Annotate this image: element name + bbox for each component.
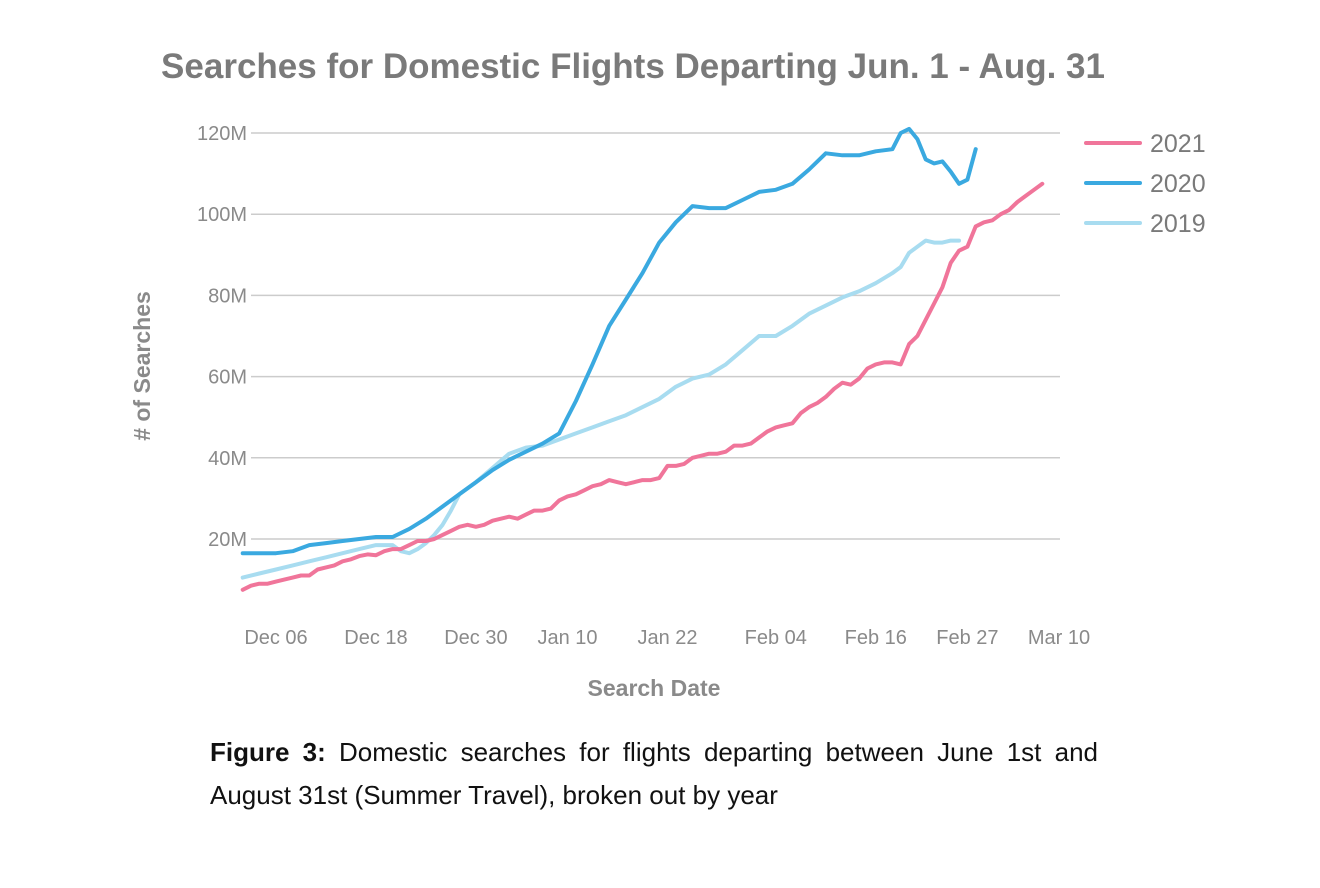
legend-label-2020: 2020 bbox=[1150, 170, 1206, 198]
x-axis-title: Search Date bbox=[588, 675, 721, 701]
caption-label: Figure 3: bbox=[210, 737, 326, 767]
y-axis-ticks: 20M 40M 60M 80M 100M 120M bbox=[197, 123, 247, 551]
y-tick-label: 60M bbox=[208, 367, 247, 389]
y-axis-title: # of Searches bbox=[129, 291, 155, 441]
y-tick-label: 100M bbox=[197, 204, 247, 226]
x-tick-label: Feb 16 bbox=[845, 627, 907, 649]
series-lines bbox=[240, 126, 1045, 592]
x-tick-label: Feb 27 bbox=[936, 627, 998, 649]
chart-title: Searches for Domestic Flights Departing … bbox=[161, 47, 1105, 86]
x-tick-label: Dec 06 bbox=[244, 627, 307, 649]
series-line-2020 bbox=[240, 126, 978, 556]
legend-label-2019: 2019 bbox=[1150, 210, 1206, 238]
x-tick-label: Feb 04 bbox=[745, 627, 807, 649]
x-tick-label: Dec 30 bbox=[444, 627, 507, 649]
x-tick-label: Jan 10 bbox=[538, 627, 598, 649]
x-tick-label: Mar 10 bbox=[1028, 627, 1090, 649]
y-tick-label: 120M bbox=[197, 123, 247, 145]
caption-text: Domestic searches for flights departing … bbox=[210, 737, 1098, 810]
y-tick-label: 40M bbox=[208, 448, 247, 470]
series-line-2019 bbox=[240, 238, 961, 580]
figure-caption: Figure 3: Domestic searches for flights … bbox=[210, 731, 1098, 817]
series-line-2021 bbox=[240, 181, 1045, 592]
x-tick-label: Dec 18 bbox=[344, 627, 407, 649]
legend-label-2021: 2021 bbox=[1150, 130, 1206, 158]
y-tick-label: 80M bbox=[208, 285, 247, 307]
x-axis-ticks: Dec 06 Dec 18 Dec 30 Jan 10 Jan 22 Feb 04 Feb … bbox=[244, 627, 1090, 649]
legend: 2021 2020 2019 bbox=[1084, 130, 1206, 238]
x-tick-label: Jan 22 bbox=[637, 627, 697, 649]
y-tick-label: 20M bbox=[208, 529, 247, 551]
